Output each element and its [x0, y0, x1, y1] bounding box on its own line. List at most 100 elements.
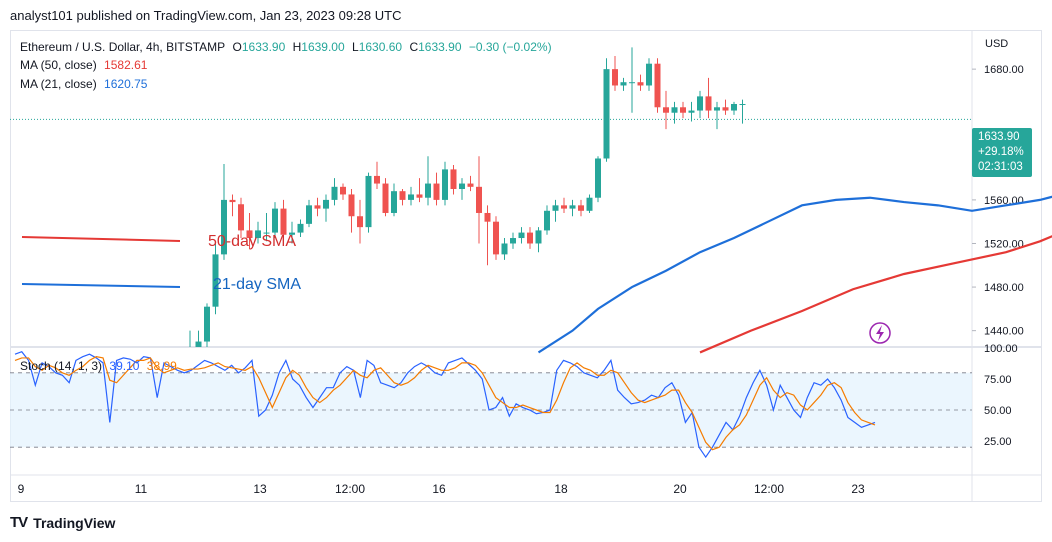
last-price: 1633.90 [978, 131, 1020, 143]
stoch-k-line [14, 351, 876, 459]
candle-body [637, 82, 644, 86]
candle-body [323, 199, 329, 209]
ma50-value: 1582.61 [104, 58, 148, 72]
candle-body [382, 183, 389, 213]
legend-c: 1633.90 [418, 40, 462, 54]
candle-body [459, 183, 465, 189]
time-tick-label: 13 [253, 482, 267, 496]
price-change-percent: +29.18% [978, 146, 1024, 158]
footer-brand-name: TradingView [33, 514, 116, 531]
candle-body [467, 183, 474, 187]
ma50-label: MA (50, close) [20, 58, 97, 72]
candle-body [425, 183, 431, 198]
candle-body [620, 82, 627, 86]
candle-body [739, 104, 746, 106]
stoch-tick-label: 50.00 [984, 405, 1012, 417]
candle-body [688, 110, 695, 113]
stoch-tick-label: 75.00 [984, 374, 1012, 386]
candle-body [357, 216, 363, 228]
candle-body [297, 223, 304, 233]
legend-main: Ethereum / U.S. Dollar, 4h, BITSTAMP O16… [20, 40, 556, 54]
candle-body [722, 107, 729, 111]
currency-label: USD [985, 38, 1009, 50]
candle-body [348, 194, 355, 217]
ma21-line [537, 195, 1052, 354]
legend-ma50: MA (50, close) 1582.61 [20, 58, 151, 72]
candle-body [255, 230, 261, 239]
time-tick-label: 9 [18, 482, 25, 496]
time-tick-label: 23 [851, 482, 865, 496]
candle-body [705, 96, 712, 111]
price-tick-label: 1440.00 [984, 326, 1024, 338]
sma50-legend-line [21, 236, 181, 242]
time-tick-label: 12:00 [335, 482, 365, 496]
lightning-icon [869, 322, 891, 344]
candle-body [195, 341, 202, 347]
candle-body [663, 107, 669, 113]
stoch-d-value: 38.99 [146, 359, 177, 373]
candle-body [671, 107, 678, 113]
legend-l-label: L [352, 40, 359, 54]
candle-body [442, 169, 448, 200]
candle-body [603, 69, 610, 159]
candle-body [586, 197, 593, 211]
chart-frame [10, 30, 1042, 502]
candle-body [204, 306, 210, 342]
last-price-tag: 1633.90 +29.18% 02:31:03 [972, 128, 1032, 177]
candle-body [476, 186, 482, 213]
candle-body [374, 175, 380, 184]
candle-body [510, 238, 516, 244]
candle-body [501, 243, 508, 255]
candle-body [306, 205, 312, 224]
candle-body [493, 221, 499, 255]
candle-body [450, 169, 457, 189]
legend-h: 1639.00 [301, 40, 345, 54]
time-tick-label: 20 [673, 482, 687, 496]
stoch-d-line [14, 356, 876, 451]
candle-body [569, 205, 576, 209]
candle-body [340, 186, 346, 195]
candle-body [238, 204, 244, 231]
footer-brand[interactable]: TV TradingView [10, 514, 115, 531]
candle-body [595, 158, 601, 198]
ma21-label: MA (21, close) [20, 77, 97, 91]
time-tick-label: 11 [135, 482, 148, 496]
stoch-tick-label: 25.00 [984, 436, 1012, 448]
legend-l: 1630.60 [358, 40, 403, 54]
tradingview-logo-icon: TV [10, 514, 28, 531]
candle-body [731, 104, 737, 111]
candle-body [646, 63, 652, 86]
legend-o-label: O [232, 40, 242, 54]
stoch-label: Stoch (14, 1, 3) [20, 359, 103, 373]
price-tick-label: 1480.00 [984, 282, 1024, 294]
price-tick-label: 1680.00 [984, 64, 1024, 76]
sma50-annotation: 50-day SMA [208, 233, 296, 250]
candle-body [697, 96, 703, 111]
candle-body [561, 205, 567, 209]
candle-body [527, 232, 533, 244]
candle-body [552, 205, 559, 211]
candle-body [280, 208, 287, 235]
candle-body [365, 175, 372, 228]
candle-body [399, 191, 406, 200]
legend-h-label: H [292, 40, 302, 54]
legend-ma21: MA (21, close) 1620.75 [20, 77, 151, 91]
candle-body [433, 183, 440, 200]
candle-body [518, 232, 525, 239]
time-tick-label: 16 [432, 482, 446, 496]
stoch-tick-label: 100.00 [984, 343, 1018, 355]
candle-body [612, 69, 618, 86]
time-tick-label: 18 [554, 482, 568, 496]
legend-c-label: C [409, 40, 419, 54]
candle-body [289, 232, 295, 235]
candle-body [221, 199, 227, 255]
ma21-value: 1620.75 [104, 77, 148, 91]
candle-body [331, 186, 338, 200]
candle-body [272, 208, 278, 233]
candle-body [714, 107, 720, 111]
lightning-bolt-icon [876, 325, 884, 341]
bar-countdown: 02:31:03 [978, 161, 1023, 173]
time-tick-label: 12:00 [754, 482, 784, 496]
candle-body [654, 63, 661, 108]
